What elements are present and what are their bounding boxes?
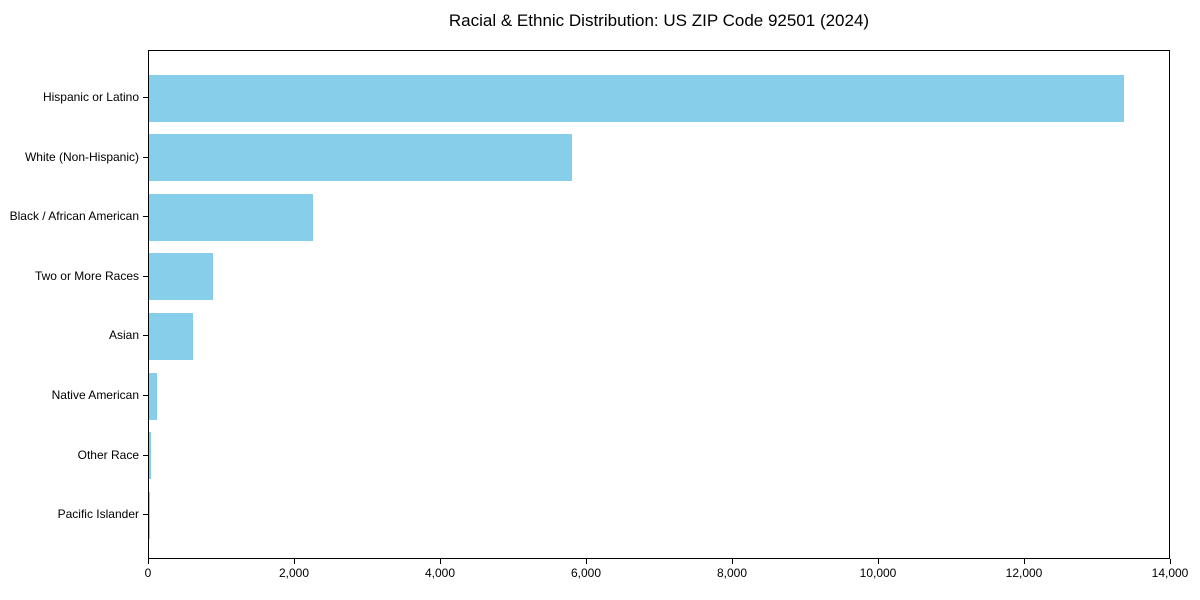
x-tick <box>732 559 733 564</box>
x-axis-label: 8,000 <box>716 566 748 580</box>
x-tick <box>294 559 295 564</box>
plot-area <box>148 50 1170 559</box>
y-tick <box>143 514 148 516</box>
y-tick <box>143 97 148 98</box>
x-axis-label: 0 <box>144 566 152 580</box>
x-tick <box>586 559 587 564</box>
x-axis-label: 4,000 <box>424 566 456 580</box>
x-tick <box>1024 559 1025 564</box>
y-axis-label: Pacific Islander <box>57 507 139 522</box>
x-tick <box>148 559 149 564</box>
y-axis-label: Two or More Races <box>34 268 139 283</box>
x-axis-label: 6,000 <box>570 566 602 580</box>
y-tick <box>143 454 148 456</box>
x-tick <box>440 559 441 564</box>
bar-two-or-more-races <box>149 253 213 301</box>
x-tick <box>878 559 879 564</box>
y-tick <box>143 395 148 396</box>
y-axis-label: White (Non-Hispanic) <box>24 149 139 164</box>
x-tick <box>1170 559 1171 564</box>
x-axis-label: 14,000 <box>1151 566 1189 580</box>
bar-hispanic-or-latino <box>149 74 1124 122</box>
x-axis-label: 2,000 <box>278 566 310 580</box>
chart-title: Racial & Ethnic Distribution: US ZIP Cod… <box>448 11 870 30</box>
y-axis-label: Native American <box>51 388 139 402</box>
y-axis-label: Hispanic or Latino <box>42 90 139 104</box>
y-tick <box>143 275 148 277</box>
bar-other-race <box>149 432 151 480</box>
bar-native-american <box>149 372 158 420</box>
bar-black-african-american <box>149 193 314 241</box>
y-tick <box>143 156 148 158</box>
x-axis-label: 10,000 <box>859 566 897 580</box>
y-axis-label: Other Race <box>77 447 139 462</box>
y-axis-label: Asian <box>108 328 139 343</box>
y-axis-label: Black / African American <box>9 209 139 224</box>
y-tick <box>143 335 148 337</box>
x-axis-label: 12,000 <box>1005 566 1043 580</box>
bar-white-non-hispanic <box>149 134 573 182</box>
bar-asian <box>149 312 193 360</box>
bar-pacific-islander <box>149 491 150 539</box>
y-tick <box>143 216 148 218</box>
